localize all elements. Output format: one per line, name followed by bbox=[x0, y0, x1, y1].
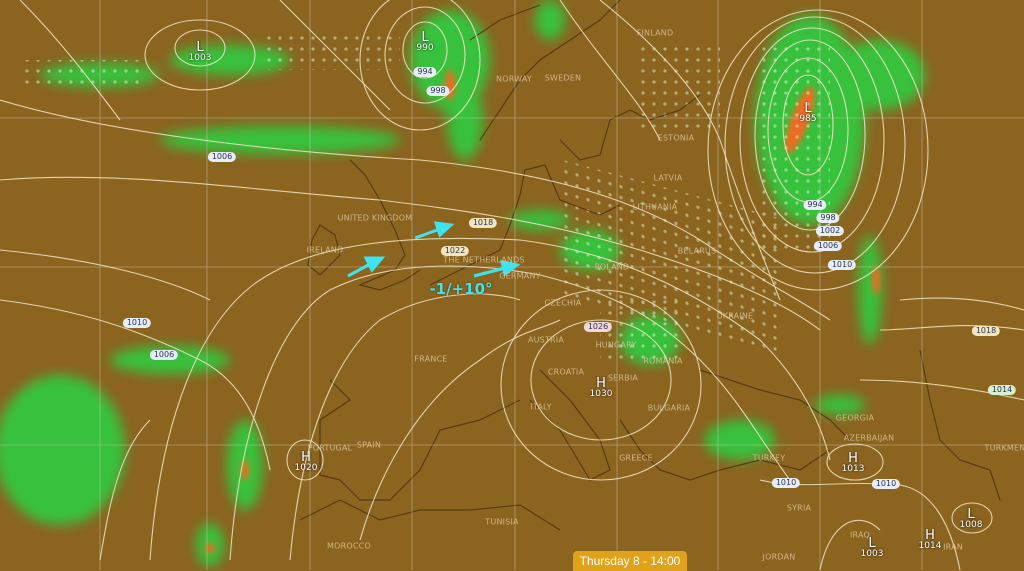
isobar-label: 1026 bbox=[583, 322, 613, 332]
country-label: IRELAND bbox=[306, 245, 344, 255]
high-pressure-center: H 1030 bbox=[589, 376, 613, 399]
isobar-label: 1006 bbox=[813, 241, 843, 251]
country-label: FRANCE bbox=[414, 354, 448, 364]
isobar-label: 1006 bbox=[149, 350, 179, 360]
country-label: TUNISIA bbox=[485, 517, 519, 527]
country-label: GERMANY bbox=[499, 271, 541, 281]
country-label: PORTUGAL bbox=[307, 443, 353, 453]
arrow-icon bbox=[473, 260, 521, 278]
arrow-icon bbox=[347, 256, 386, 278]
country-label: CROATIA bbox=[547, 367, 585, 377]
country-label: UKRAINE bbox=[716, 311, 754, 321]
country-label: SERBIA bbox=[607, 373, 639, 383]
isobar-label: 1018 bbox=[468, 218, 498, 228]
country-label: POLAND bbox=[594, 262, 630, 272]
isobar-label: 1014 bbox=[987, 385, 1017, 395]
country-label: ESTONIA bbox=[657, 133, 695, 143]
country-label: MOROCCO bbox=[327, 541, 371, 551]
country-label: ROMANIA bbox=[643, 356, 683, 366]
low-pressure-center: L 1003 bbox=[188, 40, 212, 63]
country-label: CZECHIA bbox=[544, 298, 582, 308]
country-label: ITALY bbox=[530, 402, 552, 412]
isobar-label: 1022 bbox=[440, 246, 470, 256]
low-pressure-center: L 990 bbox=[416, 30, 434, 53]
wind-arrows bbox=[347, 221, 521, 278]
country-label: TURKEY bbox=[752, 453, 786, 463]
country-label: IRAN bbox=[943, 542, 963, 552]
temperature-range-label: -1/+10° bbox=[429, 280, 493, 298]
low-pressure-center: L 1008 bbox=[959, 507, 983, 530]
country-label: BELARUS bbox=[677, 246, 717, 256]
country-label: AUSTRIA bbox=[527, 335, 565, 345]
country-label: TURKMEN bbox=[984, 443, 1024, 453]
isobar-label: 994 bbox=[803, 200, 827, 210]
country-label: AZERBAIJAN bbox=[843, 433, 895, 443]
country-label: UNITED KINGDOM bbox=[337, 213, 413, 223]
low-pressure-center: L 985 bbox=[799, 101, 817, 124]
high-pressure-center: H 1020 bbox=[294, 450, 318, 473]
country-label: BULGARIA bbox=[647, 403, 691, 413]
isobar-label: 1010 bbox=[771, 478, 801, 488]
country-label: SYRIA bbox=[786, 503, 812, 513]
country-label: SWEDEN bbox=[544, 73, 582, 83]
country-label: GREECE bbox=[619, 453, 653, 463]
isobar-label: 1010 bbox=[871, 479, 901, 489]
isobar-label: 994 bbox=[413, 67, 437, 77]
country-label: JORDAN bbox=[762, 552, 796, 562]
isobar-label: 1010 bbox=[122, 318, 152, 328]
isobar-label: 998 bbox=[816, 213, 840, 223]
timestamp-button[interactable]: Thursday 8 - 14:00 bbox=[573, 551, 687, 571]
isobar-label: 1010 bbox=[827, 260, 857, 270]
country-label: THE NETHERLANDS bbox=[443, 255, 525, 265]
country-label: SPAIN bbox=[356, 440, 382, 450]
country-label: FINLAND bbox=[636, 28, 674, 38]
isobar-label: 998 bbox=[426, 86, 450, 96]
isobar-label: 1002 bbox=[815, 226, 845, 236]
arrow-icon bbox=[414, 221, 455, 240]
country-label: LATVIA bbox=[653, 173, 683, 183]
high-pressure-center: H 1014 bbox=[918, 528, 942, 551]
isobar-label: 1006 bbox=[207, 152, 237, 162]
country-label: HUNGARY bbox=[595, 340, 637, 350]
low-pressure-center: L 1003 bbox=[860, 536, 884, 559]
high-pressure-center: H 1013 bbox=[841, 451, 865, 474]
isobar-label: 1018 bbox=[971, 326, 1001, 336]
country-label: IRAQ bbox=[849, 530, 871, 540]
country-label: GEORGIA bbox=[835, 413, 875, 423]
country-label: LITHUANIA bbox=[632, 202, 678, 212]
coastlines bbox=[299, 0, 1001, 531]
country-label: NORWAY bbox=[496, 74, 532, 84]
